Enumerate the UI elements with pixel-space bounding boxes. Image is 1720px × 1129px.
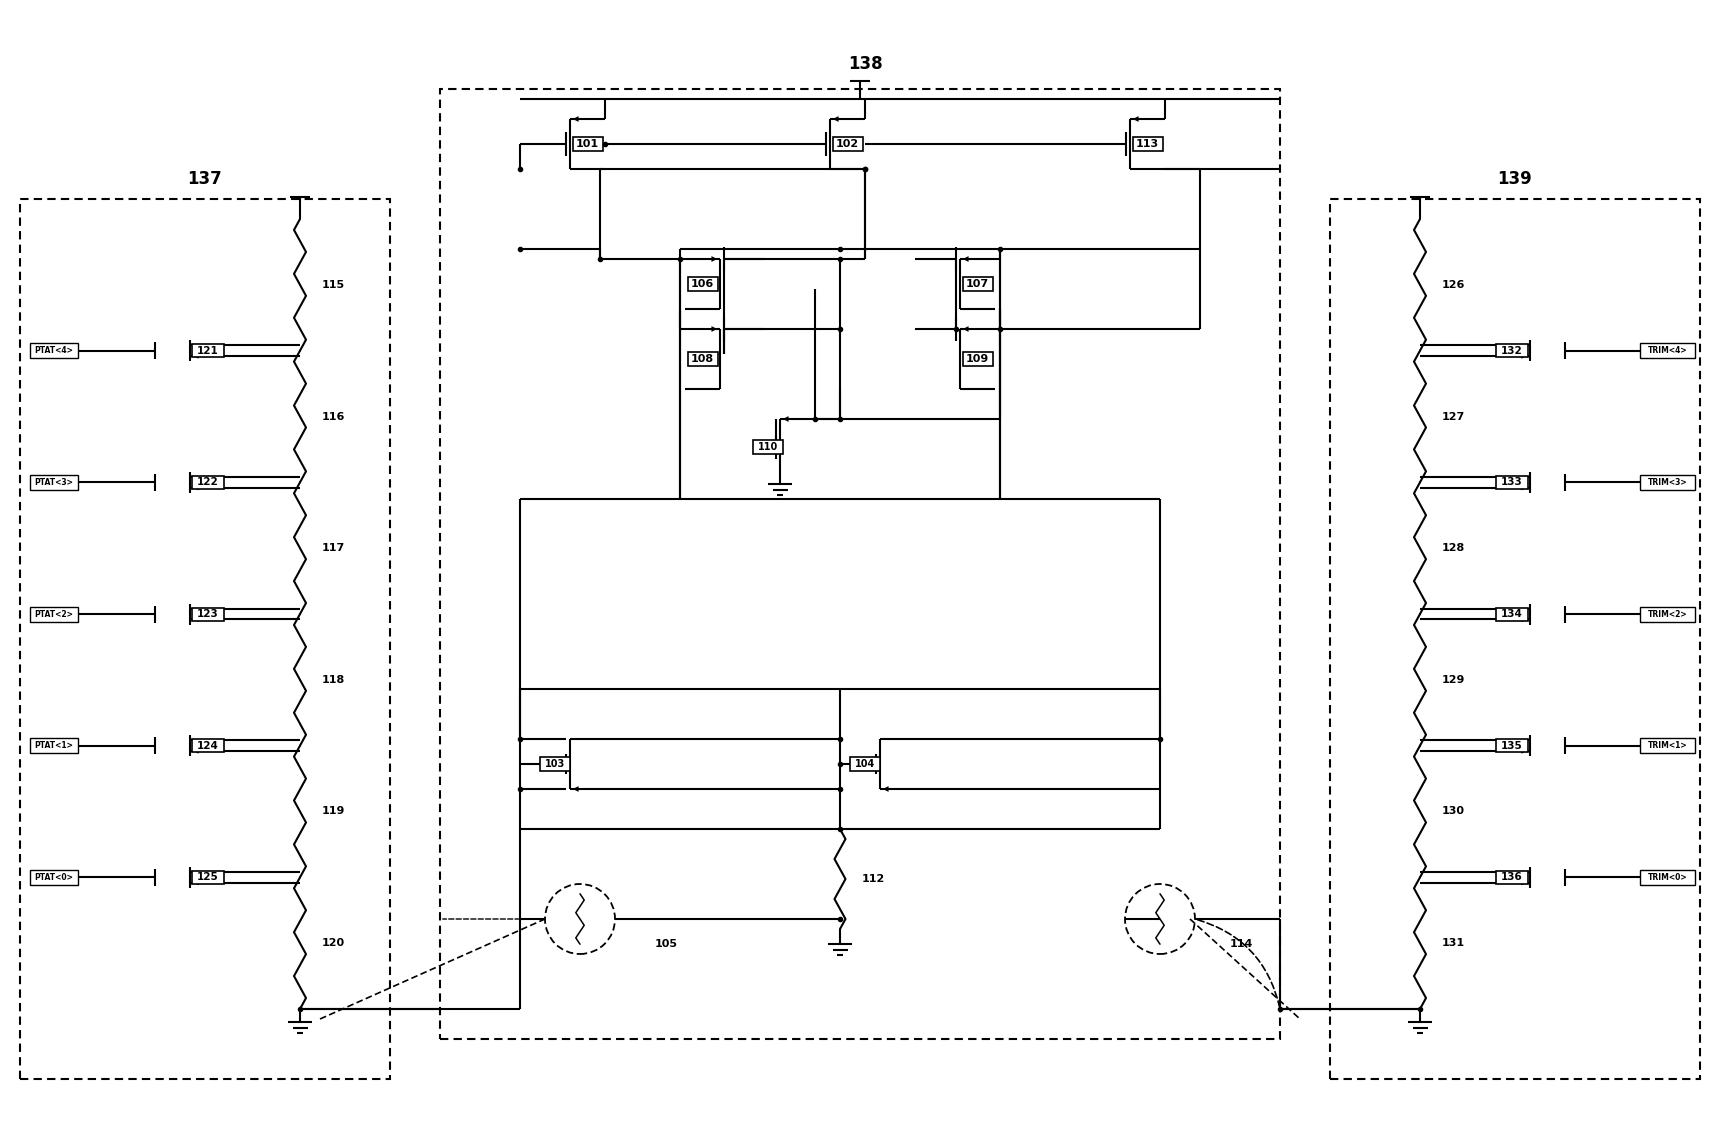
Text: TRIM<4>: TRIM<4> (1648, 347, 1687, 356)
FancyBboxPatch shape (1132, 137, 1163, 151)
FancyBboxPatch shape (1496, 475, 1527, 489)
Text: 127: 127 (1441, 411, 1465, 421)
FancyBboxPatch shape (29, 475, 77, 490)
Text: PTAT<2>: PTAT<2> (34, 610, 74, 619)
Text: TRIM<1>: TRIM<1> (1648, 741, 1687, 750)
Text: 113: 113 (1135, 139, 1159, 149)
Text: 131: 131 (1441, 938, 1465, 948)
FancyBboxPatch shape (29, 343, 77, 358)
FancyBboxPatch shape (540, 758, 569, 771)
Bar (440, 89, 1280, 1039)
FancyBboxPatch shape (193, 739, 224, 752)
Text: TRIM<3>: TRIM<3> (1648, 478, 1687, 487)
Text: 104: 104 (855, 759, 875, 769)
Text: 123: 123 (198, 609, 218, 619)
FancyBboxPatch shape (688, 277, 717, 291)
FancyBboxPatch shape (1639, 606, 1694, 621)
Text: PTAT<4>: PTAT<4> (34, 347, 74, 356)
Text: 112: 112 (862, 874, 886, 884)
Text: 106: 106 (691, 279, 714, 289)
Text: 137: 137 (187, 170, 222, 189)
Text: 105: 105 (655, 939, 678, 949)
FancyBboxPatch shape (688, 352, 717, 366)
FancyBboxPatch shape (832, 137, 862, 151)
FancyBboxPatch shape (963, 277, 992, 291)
Text: 126: 126 (1441, 280, 1465, 290)
FancyBboxPatch shape (1496, 739, 1527, 752)
Text: PTAT<3>: PTAT<3> (34, 478, 74, 487)
FancyBboxPatch shape (193, 475, 224, 489)
Text: 136: 136 (1502, 873, 1522, 883)
Text: 128: 128 (1441, 543, 1465, 553)
Text: 110: 110 (759, 441, 777, 452)
Text: 101: 101 (576, 139, 599, 149)
Text: TRIM<2>: TRIM<2> (1648, 610, 1687, 619)
Text: 135: 135 (1502, 741, 1522, 751)
Text: 108: 108 (691, 355, 714, 364)
Bar (21, 199, 390, 1079)
FancyBboxPatch shape (193, 870, 224, 884)
Text: 119: 119 (322, 806, 346, 816)
Text: 114: 114 (1230, 939, 1254, 949)
FancyBboxPatch shape (850, 758, 881, 771)
FancyBboxPatch shape (1496, 607, 1527, 621)
FancyBboxPatch shape (1639, 869, 1694, 885)
Text: 107: 107 (967, 279, 989, 289)
FancyBboxPatch shape (1639, 738, 1694, 753)
FancyBboxPatch shape (1496, 344, 1527, 357)
FancyBboxPatch shape (29, 606, 77, 621)
Text: 118: 118 (322, 675, 346, 685)
Text: PTAT<1>: PTAT<1> (34, 741, 74, 750)
Text: 139: 139 (1498, 170, 1533, 189)
Text: 134: 134 (1502, 609, 1522, 619)
Text: 120: 120 (322, 938, 346, 948)
Text: 102: 102 (836, 139, 858, 149)
Text: 125: 125 (198, 873, 218, 883)
Text: 109: 109 (967, 355, 989, 364)
FancyBboxPatch shape (753, 439, 783, 454)
FancyBboxPatch shape (1639, 475, 1694, 490)
Text: TRIM<0>: TRIM<0> (1648, 873, 1687, 882)
Text: 122: 122 (198, 478, 218, 488)
Text: 124: 124 (198, 741, 218, 751)
FancyBboxPatch shape (573, 137, 602, 151)
FancyBboxPatch shape (29, 869, 77, 885)
Text: 116: 116 (322, 411, 346, 421)
Text: 103: 103 (545, 759, 566, 769)
FancyBboxPatch shape (1496, 870, 1527, 884)
FancyBboxPatch shape (1639, 343, 1694, 358)
Text: 129: 129 (1441, 675, 1465, 685)
Text: 121: 121 (198, 345, 218, 356)
Text: 133: 133 (1502, 478, 1522, 488)
FancyBboxPatch shape (193, 607, 224, 621)
Text: 115: 115 (322, 280, 346, 290)
Text: 117: 117 (322, 543, 346, 553)
Text: 132: 132 (1502, 345, 1522, 356)
Bar (1330, 199, 1699, 1079)
Text: 130: 130 (1441, 806, 1465, 816)
FancyBboxPatch shape (29, 738, 77, 753)
FancyBboxPatch shape (193, 344, 224, 357)
Text: 138: 138 (848, 55, 882, 73)
FancyBboxPatch shape (963, 352, 992, 366)
Text: PTAT<0>: PTAT<0> (34, 873, 74, 882)
